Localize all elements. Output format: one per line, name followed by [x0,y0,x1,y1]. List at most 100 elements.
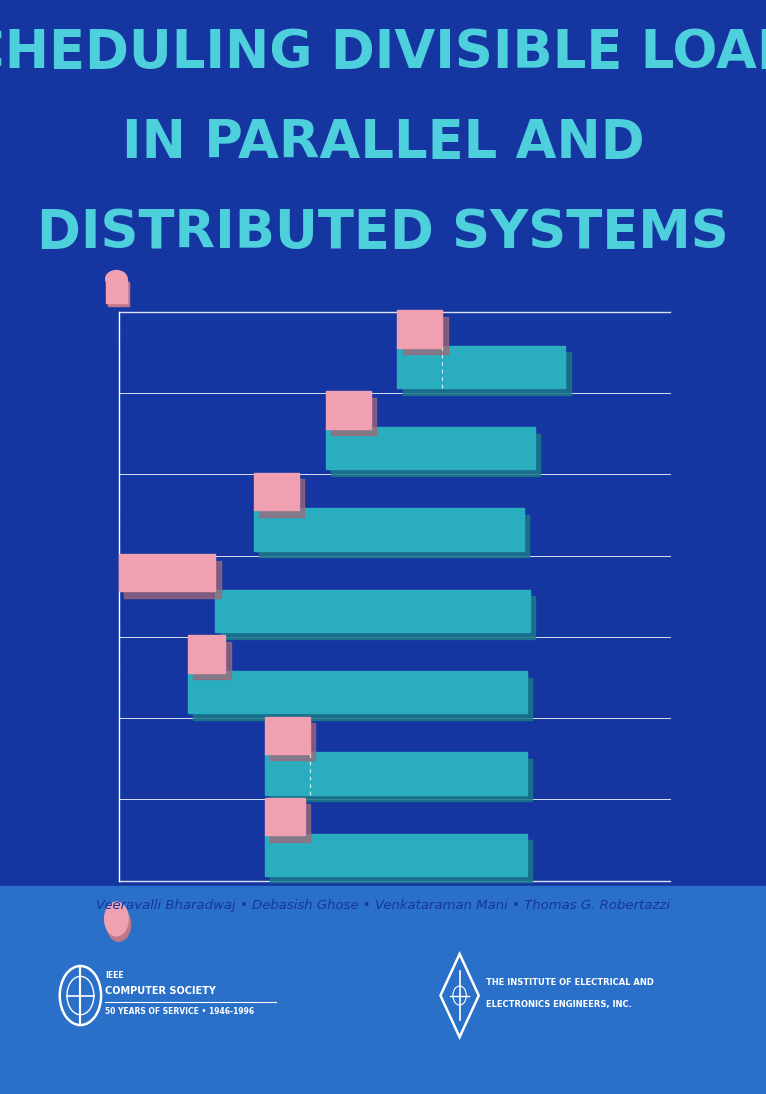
Bar [0,372,766,385]
Bar [0,897,766,910]
Circle shape [105,903,128,935]
Bar [0,595,766,608]
Bar [331,398,376,435]
Bar [265,753,527,794]
Bar [0,398,766,411]
Bar [221,596,535,639]
Bar [0,543,766,556]
Bar [0,306,766,319]
Bar [0,989,766,1002]
Bar [398,346,565,388]
Bar [0,740,766,753]
Bar [0,884,766,897]
Bar [0,674,766,687]
Text: COMPUTER SOCIETY: COMPUTER SOCIETY [105,986,216,997]
Text: SCHEDULING DIVISIBLE LOADS: SCHEDULING DIVISIBLE LOADS [0,27,766,80]
Bar [215,590,529,632]
Bar [0,438,766,451]
Bar [0,871,766,884]
Bar [0,766,766,779]
Bar [254,473,299,510]
Bar [0,700,766,713]
Bar [0,464,766,477]
Bar [0,726,766,740]
Bar [265,798,305,835]
Bar [119,554,215,592]
Bar [0,621,766,635]
Bar [0,818,766,831]
Bar [0,648,766,661]
Text: IN PARALLEL AND: IN PARALLEL AND [122,117,644,170]
Bar [270,840,532,883]
Bar [403,317,448,354]
Bar [0,1055,766,1068]
Bar [265,834,527,876]
Bar [254,509,524,550]
Bar [0,963,766,976]
Bar [0,886,766,1094]
Bar [0,858,766,871]
Bar [0,359,766,372]
Bar [0,333,766,346]
Text: DISTRIBUTED SYSTEMS: DISTRIBUTED SYSTEMS [37,207,729,259]
Bar [0,1002,766,1015]
Bar [124,560,221,598]
Bar [270,723,316,760]
Bar [106,279,127,303]
Bar [259,515,529,557]
Bar [188,636,225,673]
Bar [0,976,766,989]
Circle shape [107,908,130,941]
Bar [193,642,231,679]
Text: IEEE: IEEE [105,971,123,980]
Bar [0,910,766,923]
Bar [0,411,766,424]
Bar [0,635,766,648]
Bar [0,1068,766,1081]
Bar [0,661,766,674]
Bar [270,759,532,801]
Bar [188,671,527,713]
Bar [0,503,766,516]
Bar [0,490,766,503]
Bar [0,608,766,621]
Bar [0,792,766,805]
Bar [0,516,766,529]
Bar [0,687,766,700]
Bar [0,319,766,333]
Bar [326,427,535,469]
Bar [0,529,766,543]
Text: ELECTRONICS ENGINEERS, INC.: ELECTRONICS ENGINEERS, INC. [486,1000,632,1009]
Bar [259,479,304,516]
Bar [0,713,766,726]
Bar [0,569,766,582]
Bar [0,451,766,464]
Bar [0,805,766,818]
Bar [403,352,571,395]
Bar [0,1081,766,1094]
Text: Veeravalli Bharadwaj • Debasish Ghose • Venkataraman Mani • Thomas G. Robertazzi: Veeravalli Bharadwaj • Debasish Ghose • … [96,899,670,912]
Bar [193,677,532,720]
Bar [270,804,310,841]
Bar [0,424,766,438]
Bar [0,556,766,569]
Bar [0,936,766,950]
Bar [0,753,766,766]
Text: THE INSTITUTE OF ELECTRICAL AND: THE INSTITUTE OF ELECTRICAL AND [486,978,654,987]
Text: 50 YEARS OF SERVICE • 1946-1996: 50 YEARS OF SERVICE • 1946-1996 [105,1008,254,1016]
Bar [0,950,766,963]
Bar [0,845,766,858]
Bar [0,1015,766,1028]
Bar [0,385,766,398]
Bar [0,923,766,936]
Bar [0,1028,766,1041]
Bar [0,1041,766,1055]
Bar [265,717,310,754]
Bar [0,582,766,595]
Bar [331,433,541,476]
Bar [0,831,766,845]
Bar [0,346,766,359]
Ellipse shape [106,270,127,288]
Bar [0,779,766,792]
Bar [108,282,129,306]
